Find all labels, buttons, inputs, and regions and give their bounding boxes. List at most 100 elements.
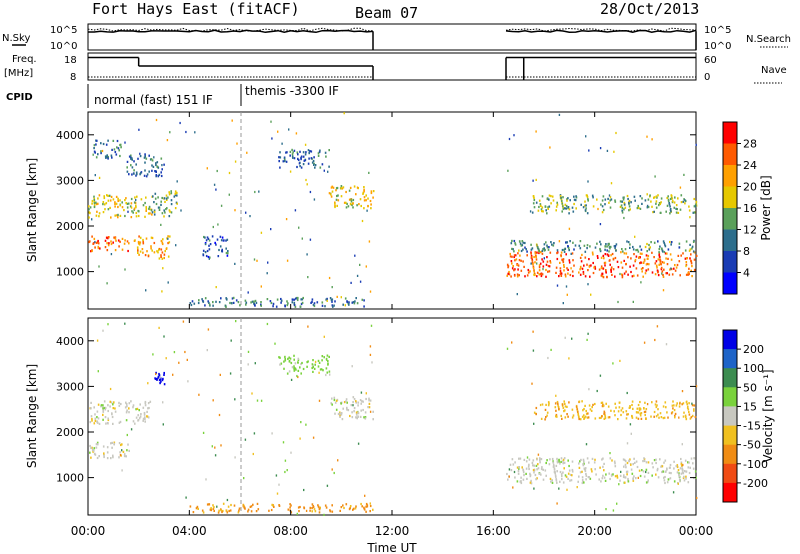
echo-cell xyxy=(567,272,569,275)
echo-cell xyxy=(117,147,120,150)
echo-cell xyxy=(286,300,288,303)
echo-cell xyxy=(511,267,514,270)
echo-cell xyxy=(682,415,685,418)
echo-cell xyxy=(646,481,649,484)
echo-cell xyxy=(609,196,612,199)
echo-cell xyxy=(644,401,646,404)
echo-cell xyxy=(602,195,605,198)
y-tick-label: 4000 xyxy=(56,335,84,348)
echo-cell xyxy=(336,204,338,207)
echo-cell xyxy=(652,466,654,469)
echo-cell xyxy=(664,243,666,246)
echo-cell xyxy=(344,304,346,307)
echo-cell xyxy=(575,405,578,408)
echo-cell xyxy=(170,192,173,195)
echo-cell xyxy=(639,262,641,265)
echo-cell xyxy=(365,265,367,268)
echo-cell xyxy=(627,256,629,259)
echo-cell xyxy=(342,186,345,189)
echo-cell xyxy=(198,393,200,396)
echo-cell xyxy=(359,399,362,402)
echo-cell xyxy=(598,478,600,481)
echo-cell xyxy=(541,273,544,276)
echo-cell xyxy=(696,496,698,500)
echo-cell xyxy=(514,243,517,246)
echo-cell xyxy=(650,200,652,203)
echo-cell xyxy=(582,458,585,461)
echo-cell xyxy=(632,245,634,249)
echo-cell xyxy=(330,195,333,198)
echo-cell xyxy=(370,203,372,206)
echo-cell xyxy=(176,202,178,205)
echo-cell xyxy=(511,341,513,344)
echo-cell xyxy=(284,470,286,474)
echo-cell xyxy=(112,422,114,425)
echo-cell xyxy=(584,404,586,407)
echo-cell xyxy=(204,304,206,307)
echo-cell xyxy=(307,360,309,363)
echo-cell xyxy=(304,153,307,156)
echo-cell xyxy=(135,204,137,207)
echo-cell xyxy=(519,457,522,460)
echo-cell xyxy=(189,302,192,305)
echo-cell xyxy=(208,244,210,247)
echo-cell xyxy=(225,247,227,250)
echo-cell xyxy=(637,206,640,210)
echo-cell xyxy=(291,366,294,369)
noise-right-tick-bottom: 10^0 xyxy=(704,41,731,52)
echo-cell xyxy=(542,248,544,251)
echo-cell xyxy=(655,473,657,476)
echo-cell xyxy=(613,150,615,153)
echo-cell xyxy=(284,305,286,308)
echo-cell xyxy=(312,505,315,509)
echo-cell xyxy=(160,157,163,160)
echo-cell xyxy=(135,171,138,174)
echo-cell xyxy=(602,465,604,468)
echo-cell xyxy=(646,403,649,406)
echo-cell xyxy=(623,208,625,211)
echo-cell xyxy=(550,195,552,198)
echo-cell xyxy=(323,335,325,338)
echo-cell xyxy=(614,200,617,203)
echo-cell xyxy=(614,465,617,468)
echo-cell xyxy=(360,402,362,405)
echo-cell xyxy=(556,257,559,261)
echo-cell xyxy=(131,210,133,213)
echo-cell xyxy=(676,263,679,267)
echo-cell xyxy=(542,468,544,471)
echo-cell xyxy=(510,469,513,472)
velocity-echo-cells xyxy=(89,320,698,516)
echo-cell xyxy=(133,169,135,172)
echo-cell xyxy=(296,298,299,302)
echo-cell xyxy=(331,397,333,400)
echo-cell xyxy=(620,470,622,473)
echo-cell xyxy=(662,273,664,277)
echo-cell xyxy=(135,198,137,202)
echo-cell xyxy=(573,195,575,198)
echo-cell xyxy=(97,239,99,243)
echo-cell xyxy=(507,272,509,275)
echo-cell xyxy=(599,240,601,243)
echo-cell xyxy=(296,296,298,300)
echo-cell xyxy=(658,253,660,256)
freq-unit: [MHz] xyxy=(4,68,33,79)
freq-series xyxy=(88,56,696,80)
echo-cell xyxy=(317,505,320,508)
echo-cell xyxy=(90,407,92,410)
echo-cell xyxy=(339,509,341,512)
echo-cell xyxy=(160,223,162,226)
echo-cell xyxy=(541,249,544,252)
echo-cell xyxy=(295,132,298,135)
echo-cell xyxy=(633,253,635,256)
echo-cell xyxy=(166,207,168,210)
echo-cell xyxy=(641,202,643,205)
echo-cell xyxy=(363,416,365,419)
echo-cell xyxy=(599,374,602,377)
echo-cell xyxy=(667,195,669,198)
echo-cell xyxy=(273,505,275,508)
echo-cell xyxy=(365,194,367,197)
echo-cell xyxy=(342,504,344,507)
echo-cell xyxy=(635,416,638,419)
echo-cell xyxy=(369,504,372,508)
echo-cell xyxy=(578,400,581,403)
